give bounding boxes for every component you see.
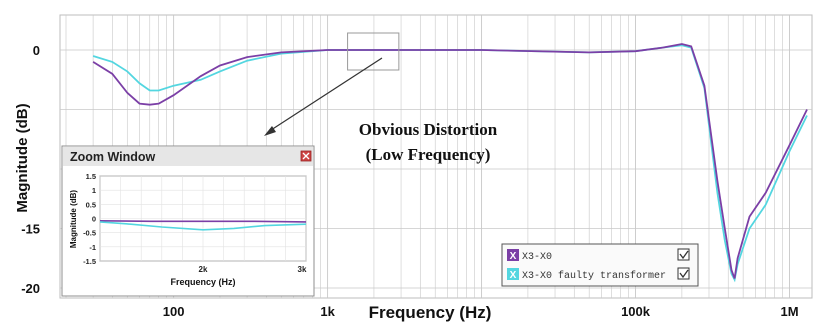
legend-item-2[interactable]: X X3-X0 faulty transformer xyxy=(507,267,690,282)
y-tick-label: -15 xyxy=(21,222,40,237)
checkbox-icon[interactable] xyxy=(677,267,690,280)
main-x-tick-labels: 100 1k 100k 1M xyxy=(163,304,799,319)
y-tick-label: 0 xyxy=(33,43,40,58)
zoom-y-tick-label: 0.5 xyxy=(86,200,96,209)
zoom-x-tick-label: 3k xyxy=(298,265,307,274)
zoom-y-tick-label: 0 xyxy=(92,215,96,224)
checkbox-icon[interactable] xyxy=(677,248,690,261)
legend-label-2: X3-X0 faulty transformer xyxy=(522,270,666,282)
x-axis-label: Frequency (Hz) xyxy=(369,303,492,322)
zoom-x-tick-labels: 2k 3k xyxy=(199,265,307,274)
zoom-y-tick-label: -1.5 xyxy=(83,257,96,266)
zoom-y-tick-label: 1.5 xyxy=(86,172,96,181)
annotation-line-1: Obvious Distortion xyxy=(359,120,498,139)
zoom-arrow xyxy=(267,57,383,133)
series-line-1 xyxy=(92,43,808,279)
x-tick-label: 100 xyxy=(163,304,185,319)
zoom-x-axis-label: Frequency (Hz) xyxy=(170,277,235,287)
x-tick-label: 1M xyxy=(780,304,798,319)
legend-item-1[interactable]: X X3-X0 xyxy=(507,248,690,263)
y-axis-label: Magnitude (dB) xyxy=(14,103,31,212)
zoom-x-tick-label: 2k xyxy=(199,265,208,274)
main-y-tick-labels: 0 -15 -20 xyxy=(21,43,40,296)
zoom-y-tick-label: -0.5 xyxy=(83,229,96,238)
zoom-y-tick-label: -1 xyxy=(89,243,96,252)
zoom-y-axis-label: Magnitude (dB) xyxy=(69,190,78,249)
zoom-window[interactable]: Zoom Window 1.5 1 0.5 0 -0.5 -1 -1.5 2k 3k Freq… xyxy=(61,145,315,297)
legend-marker-1 xyxy=(507,249,519,261)
zoom-grid xyxy=(99,175,307,262)
annotation-line-2: (Low Frequency) xyxy=(366,145,491,164)
x-tick-label: 100k xyxy=(621,304,651,319)
zoom-series-line-1 xyxy=(99,220,307,223)
main-series-lines xyxy=(92,43,808,283)
x-tick-label: 1k xyxy=(320,304,335,319)
close-icon[interactable] xyxy=(300,150,312,162)
zoom-series-lines xyxy=(99,220,307,231)
legend-box xyxy=(501,243,699,287)
legend-label-1: X3-X0 xyxy=(522,252,552,263)
legend-marker-1-glyph: X xyxy=(510,251,517,262)
zoom-series-line-2 xyxy=(99,221,307,231)
zoom-arrow-head xyxy=(264,126,276,136)
zoom-y-tick-label: 1 xyxy=(92,186,96,195)
zoom-window-titlebar[interactable] xyxy=(63,147,313,166)
zoom-window-title: Zoom Window xyxy=(70,150,156,164)
y-tick-label: -20 xyxy=(21,281,40,296)
legend-marker-2 xyxy=(507,268,519,280)
zoom-region-box xyxy=(347,32,400,71)
legend-marker-2-glyph: X xyxy=(510,270,517,281)
legend: X X3-X0 X X3-X0 faulty transformer xyxy=(501,243,699,287)
zoom-y-tick-labels: 1.5 1 0.5 0 -0.5 -1 -1.5 xyxy=(83,172,96,266)
